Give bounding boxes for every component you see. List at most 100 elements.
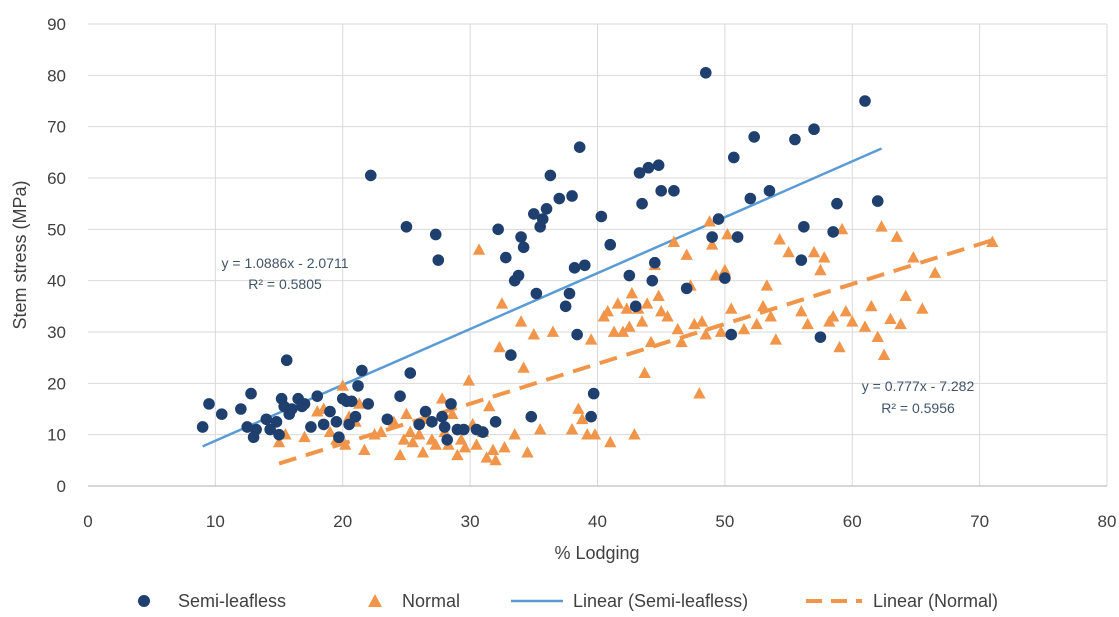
point-semi-leafless (215, 408, 228, 420)
point-normal (839, 304, 853, 317)
point-semi-leafless (604, 238, 617, 251)
point-normal (455, 433, 468, 445)
point-normal (625, 287, 639, 299)
point-normal (470, 438, 483, 450)
point-normal (846, 315, 859, 327)
point-semi-leafless (404, 367, 417, 379)
point-normal (429, 438, 442, 450)
point-semi-leafless (795, 254, 808, 266)
point-normal (628, 428, 641, 440)
point-semi-leafless (530, 287, 543, 300)
point-normal (769, 333, 782, 345)
gridlines (88, 23, 1108, 486)
point-normal (899, 289, 912, 301)
point-semi-leafless (492, 223, 504, 236)
point-normal (695, 315, 709, 327)
x-tick-label: 40 (588, 512, 607, 531)
x-axis-label: % Lodging (554, 543, 639, 563)
point-normal (451, 448, 464, 461)
point-normal (404, 425, 417, 437)
point-normal (565, 423, 579, 435)
point-semi-leafless (623, 269, 636, 282)
point-normal (495, 297, 509, 309)
legend-marker-normal (368, 594, 382, 607)
point-semi-leafless (400, 220, 413, 233)
y-tick-label: 60 (47, 169, 66, 188)
point-semi-leafless (649, 256, 661, 269)
point-normal (416, 446, 430, 458)
point-normal (458, 441, 472, 453)
point-normal (358, 443, 371, 455)
point-normal (764, 310, 777, 322)
point-normal (703, 215, 716, 227)
point-semi-leafless (680, 282, 693, 295)
point-normal (336, 379, 349, 391)
point-semi-leafless (517, 241, 530, 254)
point-semi-leafless (585, 410, 597, 423)
point-normal (737, 322, 751, 335)
point-semi-leafless (241, 421, 254, 433)
trendline-r2-normal: R² = 0.5956 (881, 400, 955, 416)
point-normal (514, 315, 528, 327)
point-semi-leafless (499, 251, 512, 264)
point-normal (623, 320, 636, 332)
point-semi-leafless (587, 387, 600, 400)
y-tick-label: 30 (47, 323, 66, 342)
point-semi-leafless (264, 423, 276, 436)
point-semi-leafless (260, 413, 273, 426)
point-normal (521, 446, 534, 458)
point-semi-leafless (438, 421, 451, 433)
point-normal (877, 348, 891, 360)
point-semi-leafless (203, 398, 215, 410)
point-semi-leafless (559, 300, 572, 313)
point-normal (393, 448, 407, 461)
point-semi-leafless (544, 169, 557, 182)
axes: 0 10 20 30 40 50 60 70 80 0 10 20 30 40 50 60 70 80 90 (47, 15, 1116, 531)
point-normal (323, 425, 337, 437)
point-normal (483, 399, 496, 412)
point-semi-leafless (528, 208, 540, 220)
point-normal (928, 266, 942, 278)
point-normal (641, 297, 654, 309)
point-semi-leafless (413, 418, 425, 431)
point-normal (756, 299, 770, 312)
point-normal (493, 340, 506, 353)
point-normal (826, 310, 840, 322)
point-normal (588, 428, 602, 440)
point-normal (517, 361, 530, 373)
point-semi-leafless (364, 169, 377, 182)
point-semi-leafless (831, 197, 843, 210)
point-normal (818, 251, 831, 263)
point-normal (446, 407, 459, 420)
point-normal (750, 317, 763, 330)
point-normal (655, 304, 668, 317)
point-normal (699, 328, 712, 340)
point-normal (498, 441, 511, 453)
point-normal (795, 304, 808, 317)
legend-label-normal: Normal (402, 591, 460, 611)
point-semi-leafless (727, 151, 740, 164)
point-semi-leafless (317, 418, 330, 431)
point-normal (890, 230, 904, 242)
point-normal (894, 317, 907, 330)
point-semi-leafless (349, 410, 362, 423)
point-semi-leafless (286, 403, 298, 415)
point-semi-leafless (798, 220, 810, 233)
point-semi-leafless (744, 192, 757, 205)
point-semi-leafless (748, 131, 760, 143)
point-normal (675, 335, 688, 348)
point-normal (572, 402, 585, 414)
point-normal (875, 220, 888, 232)
point-semi-leafless (668, 185, 680, 197)
point-normal (400, 407, 413, 420)
point-semi-leafless (642, 161, 655, 174)
point-semi-leafless (445, 398, 457, 410)
point-normal (486, 443, 500, 455)
x-tick-label: 60 (843, 512, 862, 531)
legend-label-linear-normal: Linear (Normal) (873, 591, 998, 611)
point-semi-leafless (595, 210, 608, 223)
point-semi-leafless (571, 328, 583, 341)
point-semi-leafless (725, 328, 738, 341)
point-semi-leafless (196, 421, 209, 433)
point-semi-leafless (540, 203, 553, 215)
